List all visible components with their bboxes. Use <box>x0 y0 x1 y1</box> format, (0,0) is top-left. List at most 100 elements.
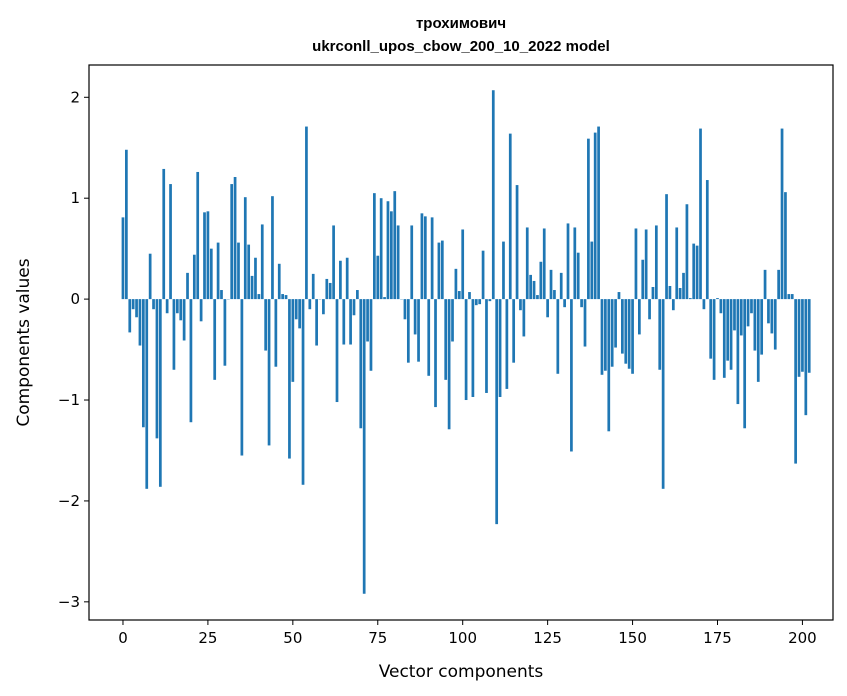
bar <box>478 299 482 305</box>
bar <box>349 299 352 345</box>
bar <box>705 180 709 300</box>
bar <box>423 216 427 300</box>
bar <box>342 299 346 345</box>
bar <box>702 299 706 310</box>
bar <box>457 291 461 300</box>
bar <box>142 299 145 428</box>
x-axis-label: Vector components <box>379 662 544 682</box>
bar <box>692 243 696 300</box>
bar <box>661 299 665 489</box>
bar <box>277 263 281 300</box>
bar <box>182 299 186 341</box>
bar <box>682 272 685 300</box>
bar <box>464 299 468 401</box>
bar <box>158 299 162 487</box>
bar <box>773 299 777 350</box>
bar <box>288 299 291 459</box>
bar <box>491 90 495 300</box>
bar <box>658 299 662 370</box>
bar <box>267 299 271 446</box>
bar <box>797 299 801 377</box>
y-tick-label: −2 <box>58 492 80 510</box>
bar <box>471 299 475 397</box>
bar <box>369 299 373 371</box>
bar <box>172 299 176 370</box>
bar <box>678 288 682 300</box>
x-axis-ticks: 0 25 50 75 100 125 150 175 200 <box>118 620 817 647</box>
bar <box>410 225 414 300</box>
bar <box>719 299 723 314</box>
bar <box>332 225 335 300</box>
bar <box>403 299 407 320</box>
bar <box>447 299 451 430</box>
bar <box>468 292 471 300</box>
bar <box>590 241 594 300</box>
bar <box>434 299 437 408</box>
x-tick-label: 150 <box>618 629 647 647</box>
bar <box>206 211 210 300</box>
bar <box>804 299 808 416</box>
bar <box>328 282 332 300</box>
bar <box>553 290 556 300</box>
bar <box>284 295 288 300</box>
bar <box>631 299 634 374</box>
bar <box>668 285 672 300</box>
bar <box>366 299 369 342</box>
y-tick-label: 2 <box>70 88 80 106</box>
bar <box>274 299 278 367</box>
bar <box>729 299 733 370</box>
bar <box>790 294 794 300</box>
bar <box>203 212 206 300</box>
bar <box>580 299 583 308</box>
bar <box>675 227 679 300</box>
bar <box>532 280 536 300</box>
bar <box>362 299 366 594</box>
bar <box>807 299 811 373</box>
bar <box>536 295 539 300</box>
bar <box>315 299 318 346</box>
chart-title-line2: ukrconll_upos_cbow_200_10_2022 model <box>312 38 610 55</box>
bar <box>512 299 516 363</box>
bar <box>801 299 804 372</box>
bar <box>760 299 764 355</box>
bar <box>716 298 719 300</box>
bar <box>121 217 125 300</box>
bar <box>237 242 240 300</box>
bar <box>563 299 566 308</box>
bar <box>325 278 329 300</box>
bar <box>794 299 797 464</box>
bar <box>437 242 441 300</box>
bar <box>777 269 780 300</box>
bar <box>152 299 155 310</box>
bar <box>175 299 179 314</box>
bar <box>373 193 376 300</box>
bar <box>763 269 767 300</box>
bar <box>230 184 234 300</box>
bar <box>726 299 730 361</box>
bar <box>593 132 597 300</box>
bar <box>665 194 668 300</box>
bar <box>614 299 617 348</box>
bar <box>406 299 410 363</box>
bar <box>750 299 753 314</box>
bar <box>301 299 305 485</box>
bar <box>638 299 641 335</box>
bar <box>413 299 417 335</box>
bar <box>264 299 268 351</box>
bar <box>644 229 648 300</box>
bar <box>634 228 638 300</box>
x-tick-label: 0 <box>118 629 128 647</box>
bar <box>233 177 237 300</box>
bar <box>189 299 193 423</box>
bar <box>383 297 386 300</box>
y-axis-ticks: −3 −2 −1 0 1 2 <box>58 88 89 611</box>
bar <box>607 299 611 432</box>
bar <box>627 299 631 369</box>
bar <box>128 299 132 333</box>
bar <box>617 292 621 300</box>
bar <box>505 299 509 389</box>
bar <box>271 196 274 300</box>
bar <box>281 294 284 300</box>
x-tick-label: 100 <box>448 629 477 647</box>
bar <box>525 227 529 300</box>
